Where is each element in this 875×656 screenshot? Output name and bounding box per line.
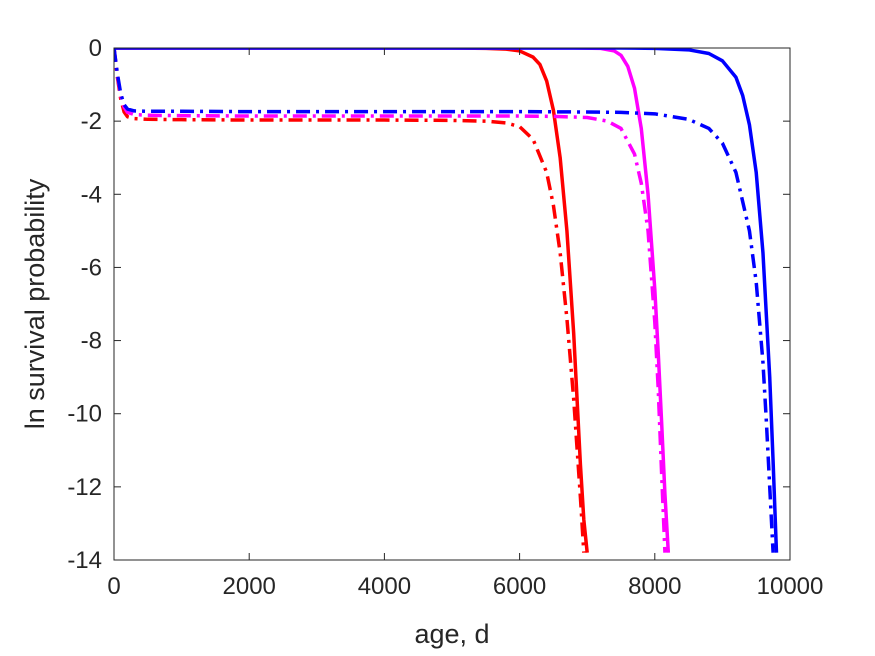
series-line-2 xyxy=(114,48,586,553)
series-layer xyxy=(114,48,779,553)
x-tick-label: 4000 xyxy=(358,573,411,600)
y-tick-label: -10 xyxy=(67,401,102,428)
y-tick-label: -14 xyxy=(67,547,102,574)
x-tick-label: 10000 xyxy=(757,573,824,600)
y-tick-label: -8 xyxy=(81,328,102,355)
y-tick-label: -12 xyxy=(67,474,102,501)
y-tick-label: 0 xyxy=(89,35,102,62)
x-tick-label: 6000 xyxy=(493,573,546,600)
y-tick-label: -2 xyxy=(81,108,102,135)
series-line-5 xyxy=(114,48,779,553)
x-tick-label: 8000 xyxy=(628,573,681,600)
x-tick-label: 0 xyxy=(107,573,120,600)
series-line-4 xyxy=(114,48,667,553)
y-tick-label: -6 xyxy=(81,254,102,281)
y-axis-label: ln survival probability xyxy=(20,178,50,429)
ticks-layer: 0 2000 4000 6000 8000 10000 0 -2 -4 -6 -8 -10 -12 -14 xyxy=(67,35,823,600)
series-line-6 xyxy=(114,48,775,553)
series-line-3 xyxy=(114,48,671,553)
y-tick-label: -4 xyxy=(81,181,102,208)
series-line-1 xyxy=(114,48,589,553)
axes-box xyxy=(113,47,791,561)
x-tick-label: 2000 xyxy=(223,573,276,600)
x-axis-label: age, d xyxy=(414,619,489,649)
